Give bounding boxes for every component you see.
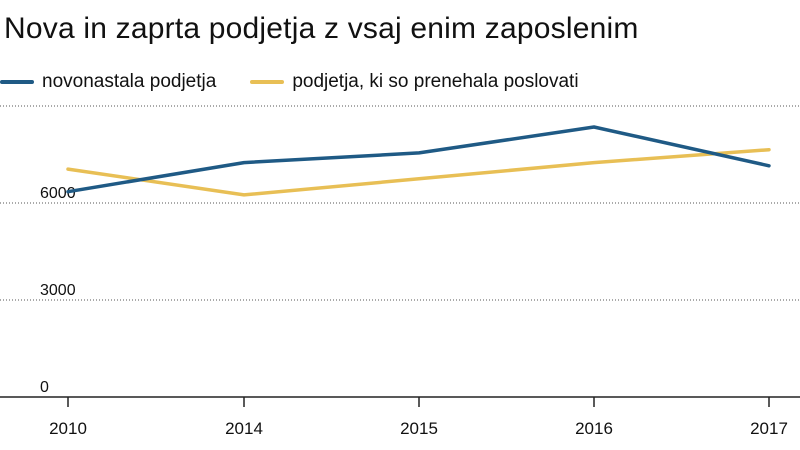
x-tick-label: 2017	[750, 419, 788, 438]
x-tick-label: 2016	[575, 419, 613, 438]
y-tick-label: 6000	[40, 185, 76, 202]
chart-title: Nova in zaprta podjetja z vsaj enim zapo…	[4, 12, 639, 45]
series-line-new-companies	[66, 125, 771, 194]
legend-label-new-companies: novonastala podjetja	[42, 71, 217, 92]
legend-item-new-companies: novonastala podjetja	[0, 71, 216, 93]
x-tick-label: 2015	[400, 419, 438, 438]
y-tick-label: 3000	[40, 282, 76, 299]
legend-label-closed-companies: podjetja, ki so prenehala poslovati	[292, 71, 579, 92]
legend-item-closed-companies: podjetja, ki so prenehala poslovati	[250, 71, 579, 93]
legend-swatch-new-companies	[0, 80, 34, 84]
series-line-closed-companies	[66, 147, 771, 197]
y-tick-label: 0	[40, 379, 49, 396]
x-tick-label: 2014	[225, 419, 263, 438]
x-tick-label: 2010	[49, 419, 87, 438]
legend-swatch-closed-companies	[250, 80, 285, 84]
legend: novonastala podjetja podjetja, ki so pre…	[0, 70, 613, 94]
